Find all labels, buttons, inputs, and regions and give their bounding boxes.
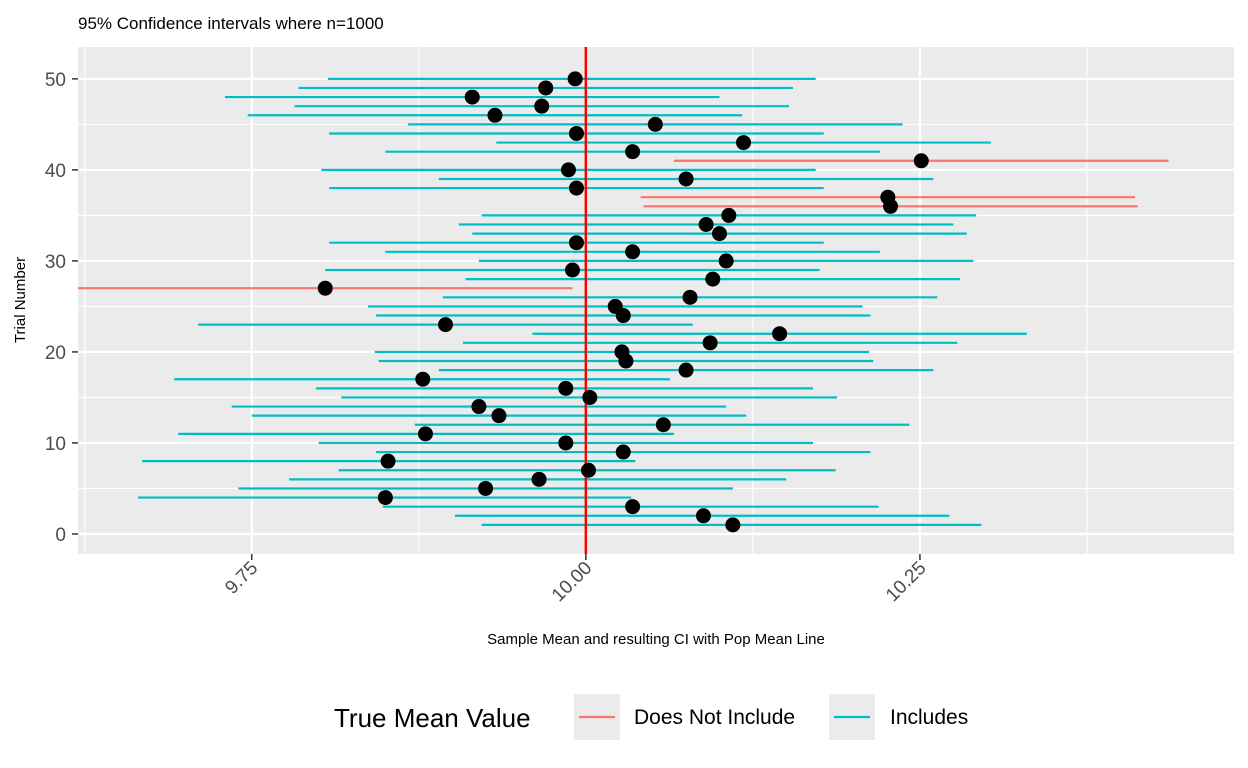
mean-point-trial-22	[772, 326, 788, 342]
mean-point-trial-23	[438, 317, 454, 333]
y-tick-label: 40	[45, 161, 66, 182]
mean-point-trial-26	[682, 289, 698, 305]
mean-point-trial-29	[564, 262, 580, 278]
x-tick-label: 10.00	[548, 558, 596, 606]
mean-point-trial-25	[607, 298, 623, 314]
y-axis-title: Trial Number	[12, 257, 29, 343]
mean-point-trial-47	[534, 98, 550, 114]
mean-point-trial-1	[725, 517, 741, 533]
mean-point-trial-34	[698, 216, 714, 232]
mean-point-trial-15	[582, 389, 598, 405]
mean-point-trial-41	[913, 153, 929, 169]
mean-point-trial-42	[625, 144, 641, 160]
mean-point-trial-30	[718, 253, 734, 269]
mean-point-trial-14	[471, 399, 487, 415]
chart-title: 95% Confidence intervals where n=1000	[78, 14, 384, 33]
mean-point-trial-4	[377, 490, 393, 506]
sample-means	[317, 71, 929, 533]
y-axis: 0 10 20 30 40 50	[45, 70, 78, 546]
legend-label-includes: Includes	[890, 706, 968, 729]
mean-point-trial-9	[615, 444, 631, 460]
legend-label-does-not-include: Does Not Include	[634, 706, 795, 729]
legend-title: True Mean Value	[334, 703, 531, 733]
mean-point-trial-28	[705, 271, 721, 287]
mean-point-trial-37	[880, 189, 896, 205]
mean-point-trial-50	[567, 71, 583, 87]
x-axis-title: Sample Mean and resulting CI with Pop Me…	[487, 631, 825, 648]
x-tick-label: 9.75	[221, 558, 262, 599]
mean-point-trial-33	[711, 226, 727, 242]
mean-point-trial-3	[625, 499, 641, 515]
legend: True Mean Value Does Not Include Include…	[334, 694, 968, 740]
mean-point-trial-49	[538, 80, 554, 96]
mean-point-trial-5	[478, 480, 494, 496]
mean-point-trial-18	[678, 362, 694, 378]
mean-point-trial-46	[487, 107, 503, 123]
mean-point-trial-13	[491, 408, 507, 424]
mean-point-trial-35	[721, 207, 737, 223]
mean-point-trial-7	[581, 462, 597, 478]
mean-point-trial-31	[625, 244, 641, 260]
mean-point-trial-38	[568, 180, 584, 196]
mean-point-trial-43	[736, 135, 752, 151]
mean-point-trial-39	[678, 171, 694, 187]
y-tick-label: 0	[55, 525, 66, 546]
mean-point-trial-10	[558, 435, 574, 451]
mean-point-trial-6	[531, 471, 547, 487]
mean-point-trial-12	[655, 417, 671, 433]
mean-point-trial-40	[560, 162, 576, 178]
y-tick-label: 50	[45, 70, 66, 91]
mean-point-trial-44	[568, 125, 584, 141]
mean-point-trial-2	[695, 508, 711, 524]
x-axis: 9.75 10.00 10.25	[221, 554, 930, 606]
mean-point-trial-16	[558, 380, 574, 396]
mean-point-trial-48	[464, 89, 480, 105]
mean-point-trial-20	[614, 344, 630, 360]
x-tick-label: 10.25	[882, 558, 930, 606]
mean-point-trial-45	[647, 116, 663, 132]
mean-point-trial-21	[702, 335, 718, 351]
y-tick-label: 30	[45, 252, 66, 273]
mean-point-trial-11	[417, 426, 433, 442]
mean-point-trial-32	[568, 235, 584, 251]
mean-point-trial-8	[380, 453, 396, 469]
y-tick-label: 20	[45, 343, 66, 364]
mean-point-trial-17	[415, 371, 431, 387]
y-tick-label: 10	[45, 434, 66, 455]
mean-point-trial-27	[317, 280, 333, 296]
